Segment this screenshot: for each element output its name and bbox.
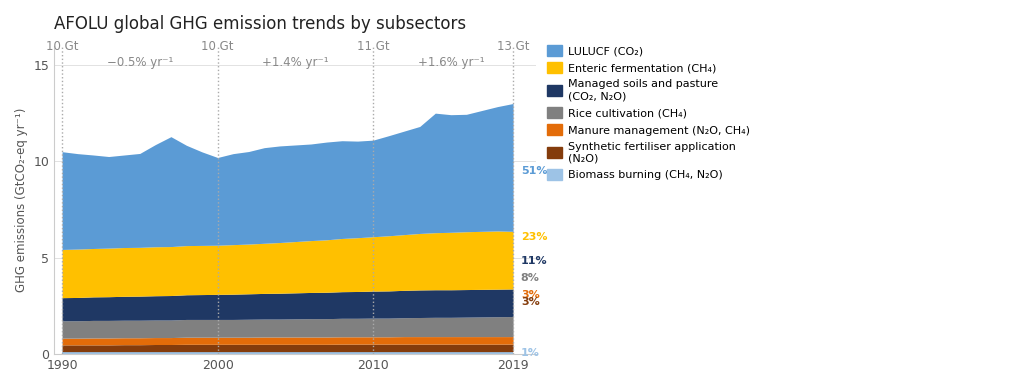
Text: −0.5% yr⁻¹: −0.5% yr⁻¹ (106, 56, 173, 69)
Text: 11 Gt: 11 Gt (356, 40, 389, 53)
Text: 11%: 11% (521, 256, 548, 265)
Text: 1%: 1% (521, 348, 540, 358)
Y-axis label: GHG emissions (GtCO₂-eq yr⁻¹): GHG emissions (GtCO₂-eq yr⁻¹) (15, 108, 28, 292)
Text: 3%: 3% (521, 298, 540, 307)
Text: 3%: 3% (521, 290, 540, 300)
Text: +1.4% yr⁻¹: +1.4% yr⁻¹ (262, 56, 329, 69)
Text: 51%: 51% (521, 166, 548, 176)
Text: 10 Gt: 10 Gt (202, 40, 233, 53)
Text: 8%: 8% (521, 273, 540, 283)
Text: +1.6% yr⁻¹: +1.6% yr⁻¹ (418, 56, 484, 69)
Text: 10 Gt: 10 Gt (46, 40, 78, 53)
Text: AFOLU global GHG emission trends by subsectors: AFOLU global GHG emission trends by subs… (54, 15, 466, 33)
Text: 23%: 23% (521, 233, 548, 243)
Legend: LULUCF (CO₂), Enteric fermentation (CH₄), Managed soils and pasture
(CO₂, N₂O), : LULUCF (CO₂), Enteric fermentation (CH₄)… (547, 45, 750, 180)
Text: 13 Gt: 13 Gt (497, 40, 529, 53)
